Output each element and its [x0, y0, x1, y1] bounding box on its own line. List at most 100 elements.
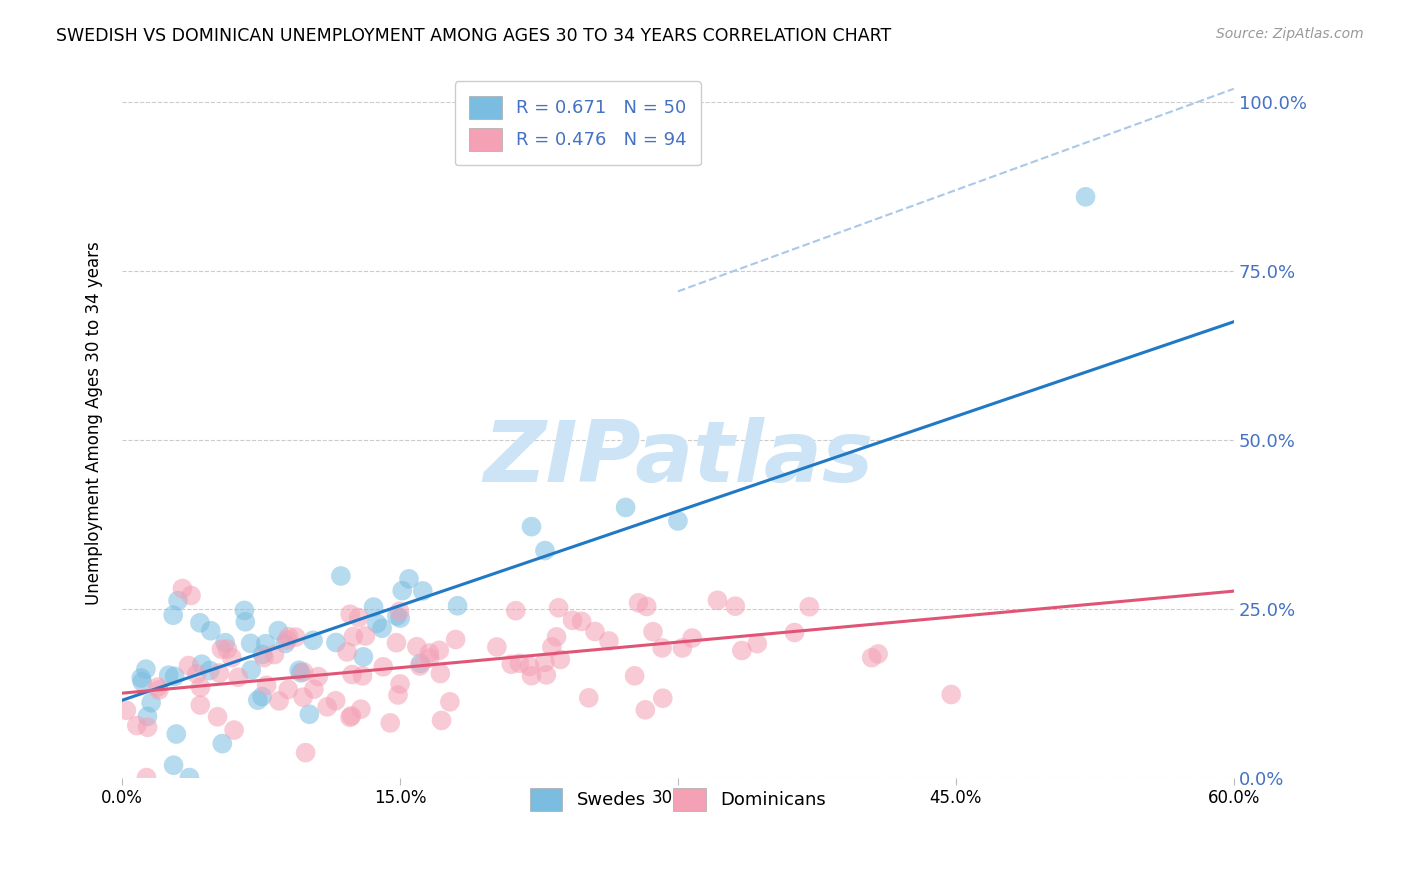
Point — [316, 699, 339, 714]
Point — [385, 636, 408, 650]
Point — [860, 650, 883, 665]
Point — [302, 633, 325, 648]
Point — [868, 647, 890, 661]
Point — [179, 771, 201, 785]
Point — [485, 640, 508, 654]
Point — [373, 660, 395, 674]
Point — [389, 611, 412, 625]
Point — [536, 668, 558, 682]
Point — [146, 680, 169, 694]
Point — [276, 633, 298, 648]
Point — [292, 665, 315, 679]
Point — [162, 608, 184, 623]
Point — [541, 640, 564, 654]
Point — [634, 703, 657, 717]
Point — [115, 703, 138, 717]
Point — [214, 635, 236, 649]
Point — [211, 642, 233, 657]
Point — [325, 694, 347, 708]
Point — [385, 609, 408, 624]
Point — [366, 616, 388, 631]
Point — [186, 667, 208, 681]
Point — [352, 649, 374, 664]
Point — [252, 648, 274, 662]
Point — [267, 624, 290, 638]
Point — [188, 615, 211, 630]
Point — [430, 714, 453, 728]
Point — [135, 771, 157, 785]
Point — [706, 593, 728, 607]
Point — [546, 630, 568, 644]
Point — [191, 657, 214, 672]
Point — [571, 615, 593, 629]
Point — [200, 624, 222, 638]
Point — [325, 635, 347, 649]
Point — [363, 600, 385, 615]
Point — [256, 678, 278, 692]
Point — [561, 613, 583, 627]
Point — [177, 658, 200, 673]
Point — [429, 666, 451, 681]
Point — [290, 665, 312, 680]
Point — [444, 632, 467, 647]
Point — [783, 625, 806, 640]
Point — [651, 691, 673, 706]
Point — [666, 514, 689, 528]
Point — [520, 519, 543, 533]
Point — [583, 624, 606, 639]
Point — [352, 669, 374, 683]
Point — [412, 583, 434, 598]
Point — [398, 572, 420, 586]
Point — [623, 669, 645, 683]
Point — [508, 657, 530, 671]
Point — [274, 636, 297, 650]
Point — [550, 652, 572, 666]
Point — [298, 707, 321, 722]
Point — [207, 710, 229, 724]
Point — [439, 695, 461, 709]
Point — [302, 682, 325, 697]
Point — [226, 670, 249, 684]
Point — [233, 603, 256, 617]
Point — [380, 715, 402, 730]
Point — [747, 637, 769, 651]
Text: SWEDISH VS DOMINICAN UNEMPLOYMENT AMONG AGES 30 TO 34 YEARS CORRELATION CHART: SWEDISH VS DOMINICAN UNEMPLOYMENT AMONG … — [56, 27, 891, 45]
Point — [724, 599, 747, 614]
Point — [277, 630, 299, 644]
Point — [731, 643, 754, 657]
Point — [307, 670, 329, 684]
Point — [139, 696, 162, 710]
Point — [340, 709, 363, 723]
Point — [165, 727, 187, 741]
Point — [253, 650, 276, 665]
Point — [339, 607, 361, 622]
Point — [547, 600, 569, 615]
Text: Source: ZipAtlas.com: Source: ZipAtlas.com — [1216, 27, 1364, 41]
Point — [671, 640, 693, 655]
Point — [136, 709, 159, 723]
Point — [636, 599, 658, 614]
Point — [342, 630, 364, 644]
Point — [129, 671, 152, 685]
Point — [157, 668, 180, 682]
Point — [681, 631, 703, 645]
Point — [388, 604, 411, 618]
Point — [131, 674, 153, 689]
Point — [418, 646, 440, 660]
Text: ZIPatlas: ZIPatlas — [482, 417, 873, 500]
Point — [627, 596, 650, 610]
Point — [240, 663, 263, 677]
Point — [233, 615, 256, 629]
Point — [294, 746, 316, 760]
Point — [371, 621, 394, 635]
Point — [135, 662, 157, 676]
Point — [391, 583, 413, 598]
Point — [389, 677, 412, 691]
Point — [336, 645, 359, 659]
Legend: Swedes, Dominicans: Swedes, Dominicans — [516, 773, 841, 825]
Point — [221, 650, 243, 665]
Point — [198, 664, 221, 678]
Point — [246, 693, 269, 707]
Point — [387, 688, 409, 702]
Point — [190, 680, 212, 694]
